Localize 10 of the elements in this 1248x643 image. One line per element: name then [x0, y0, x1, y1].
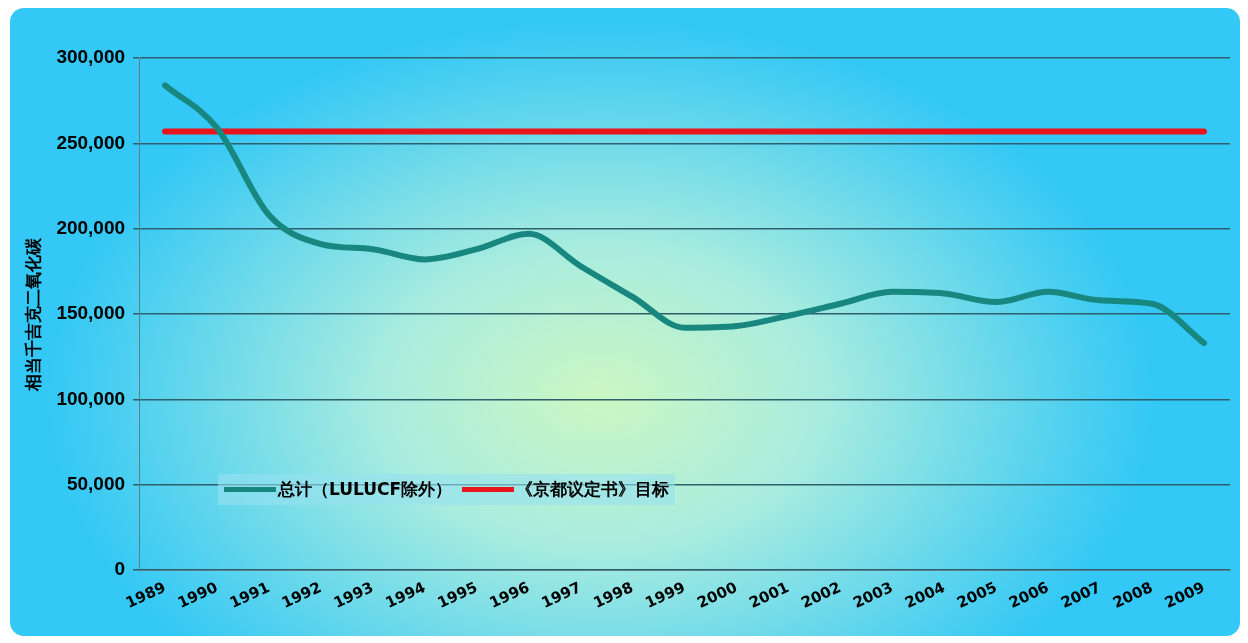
y-tick-label: 200,000 [56, 216, 126, 238]
y-tick-label: 0 [114, 558, 126, 580]
y-tick-label: 250,000 [56, 131, 126, 153]
y-tick-label: 300,000 [56, 46, 126, 68]
y-axis-title: 相当千吉克二氧化碳 [22, 236, 43, 392]
y-tick-label: 100,000 [56, 387, 126, 409]
legend-label: 《京都议定书》目标 [516, 478, 670, 501]
y-tick-label: 150,000 [56, 302, 126, 324]
legend-label: 总计（LULUCF除外） [278, 478, 453, 501]
y-tick-label: 50,000 [66, 472, 126, 494]
